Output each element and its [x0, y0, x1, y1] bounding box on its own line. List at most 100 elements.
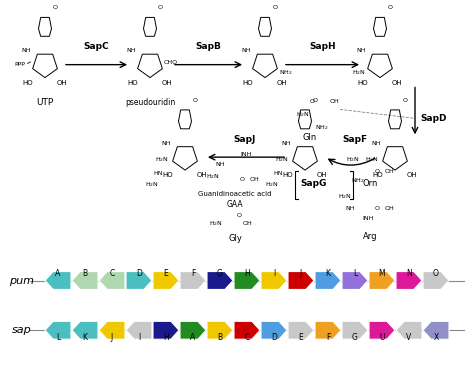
Text: D: D: [136, 269, 142, 278]
Text: HO: HO: [163, 172, 173, 178]
Polygon shape: [207, 321, 233, 339]
Text: B: B: [218, 333, 223, 342]
Polygon shape: [180, 321, 206, 339]
Text: OH: OH: [243, 221, 253, 226]
Text: I: I: [138, 333, 140, 342]
Polygon shape: [261, 321, 287, 339]
Text: L: L: [56, 333, 60, 342]
Text: NH: NH: [241, 48, 251, 53]
Text: NH: NH: [372, 141, 381, 146]
Text: O: O: [388, 5, 393, 10]
Polygon shape: [99, 271, 125, 290]
Text: O: O: [313, 98, 318, 103]
Polygon shape: [126, 321, 152, 339]
Text: OH: OH: [392, 80, 402, 85]
Text: H$_2$N: H$_2$N: [145, 181, 159, 189]
Text: A: A: [191, 333, 196, 342]
Text: HO: HO: [373, 172, 383, 178]
Text: NH: NH: [356, 48, 366, 53]
Text: SapD: SapD: [420, 114, 447, 123]
Text: J: J: [111, 333, 113, 342]
Text: H$_2$N: H$_2$N: [296, 110, 310, 119]
Text: OH: OH: [385, 169, 395, 174]
Text: OH: OH: [277, 80, 288, 85]
Text: H$_2$N: H$_2$N: [352, 68, 366, 77]
Text: pseudouridin: pseudouridin: [125, 98, 175, 107]
Text: C: C: [109, 269, 115, 278]
Polygon shape: [45, 271, 71, 290]
Text: sap: sap: [12, 325, 32, 335]
Text: INH: INH: [362, 216, 374, 221]
Text: C: C: [245, 333, 250, 342]
Text: H$_2$N: H$_2$N: [209, 219, 223, 228]
Text: PPP: PPP: [14, 62, 25, 67]
Polygon shape: [369, 271, 395, 290]
Polygon shape: [72, 271, 98, 290]
Text: G: G: [217, 269, 223, 278]
Text: B: B: [82, 269, 88, 278]
Text: V: V: [406, 333, 411, 342]
Text: X: X: [433, 333, 438, 342]
Polygon shape: [234, 321, 260, 339]
Text: NH: NH: [216, 162, 225, 167]
Text: UTP: UTP: [36, 98, 54, 107]
Text: O: O: [158, 5, 163, 10]
Text: H$_2$N: H$_2$N: [365, 155, 379, 164]
Text: NH: NH: [21, 48, 31, 53]
Text: O: O: [237, 213, 242, 218]
Text: OH: OH: [162, 80, 173, 85]
Text: CHO: CHO: [164, 60, 178, 65]
Text: SapF: SapF: [342, 135, 367, 144]
Polygon shape: [315, 321, 341, 339]
Text: H: H: [244, 269, 250, 278]
Polygon shape: [342, 321, 368, 339]
Polygon shape: [99, 321, 125, 339]
Text: NH: NH: [346, 206, 355, 211]
Polygon shape: [45, 321, 71, 339]
Text: I: I: [273, 269, 275, 278]
Text: NH$_2$: NH$_2$: [279, 68, 292, 77]
Text: OH: OH: [330, 99, 340, 104]
Text: O: O: [193, 98, 198, 103]
Text: H$_2$N: H$_2$N: [265, 181, 279, 189]
Polygon shape: [153, 271, 179, 290]
Text: Orn: Orn: [362, 179, 378, 189]
Polygon shape: [342, 271, 368, 290]
Text: O: O: [375, 206, 380, 211]
Polygon shape: [288, 271, 314, 290]
Text: G: G: [352, 333, 358, 342]
Text: O: O: [403, 98, 408, 103]
Polygon shape: [288, 321, 314, 339]
Text: OH: OH: [250, 177, 260, 181]
Text: H$_2$N: H$_2$N: [206, 172, 220, 181]
Text: HO: HO: [22, 80, 33, 85]
Text: L: L: [353, 269, 357, 278]
Text: GAA: GAA: [227, 200, 243, 209]
Text: U: U: [379, 333, 385, 342]
Text: NH: NH: [162, 141, 171, 146]
Text: OH: OH: [317, 172, 328, 178]
Text: H$_2$N: H$_2$N: [275, 155, 289, 164]
Text: NH: NH: [282, 141, 291, 146]
Text: E: E: [164, 269, 168, 278]
Text: HN: HN: [154, 171, 163, 176]
Text: SapB: SapB: [196, 42, 221, 51]
Text: OH: OH: [385, 206, 395, 211]
Text: O: O: [240, 177, 245, 181]
Polygon shape: [153, 321, 179, 339]
Text: F: F: [326, 333, 330, 342]
Text: J: J: [300, 269, 302, 278]
Polygon shape: [396, 321, 422, 339]
Text: NH$_2$: NH$_2$: [315, 123, 328, 132]
Text: SapH: SapH: [309, 42, 336, 51]
Text: Guanidinoacetic acid: Guanidinoacetic acid: [198, 191, 272, 197]
Text: HN: HN: [273, 171, 283, 176]
Text: O: O: [310, 99, 315, 104]
Text: SapC: SapC: [84, 42, 109, 51]
Text: INH: INH: [240, 152, 251, 157]
Polygon shape: [261, 271, 287, 290]
Polygon shape: [396, 271, 422, 290]
Text: OH: OH: [57, 80, 68, 85]
Text: O: O: [53, 5, 58, 10]
Text: Arg: Arg: [363, 232, 377, 241]
